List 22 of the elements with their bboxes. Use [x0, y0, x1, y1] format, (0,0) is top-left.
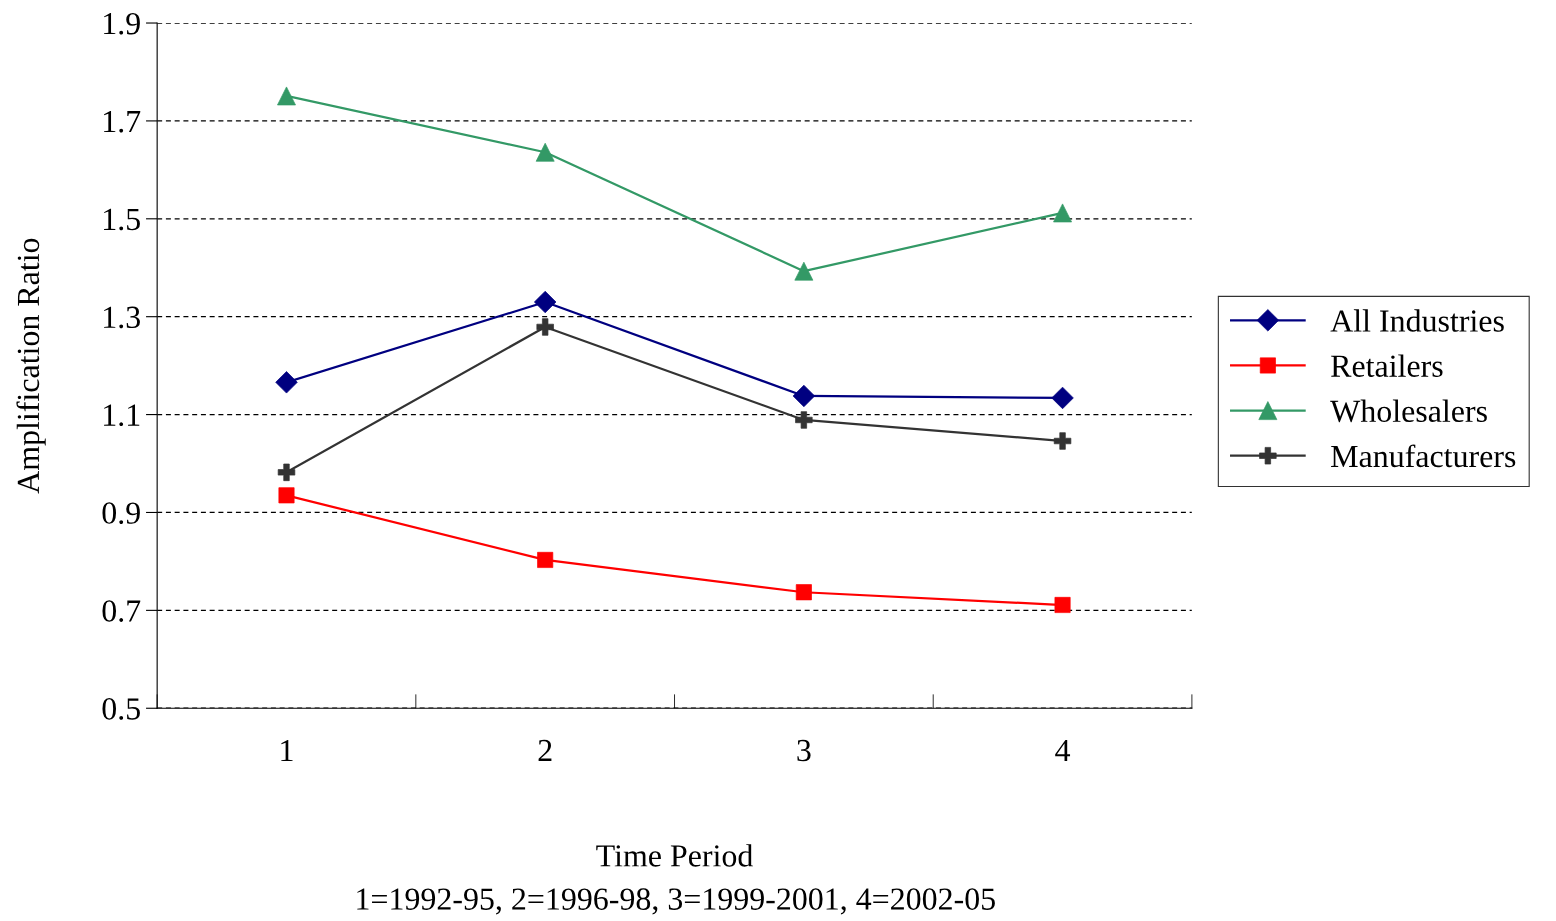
legend-label: All Industries — [1330, 309, 1504, 332]
x-tick-label: 2 — [538, 739, 552, 761]
legend-label: Retailers — [1331, 354, 1443, 377]
point — [275, 371, 298, 394]
x-axis-title: Time Period — [596, 844, 753, 867]
point — [537, 551, 554, 568]
y-tick-label: 1.1 — [104, 404, 140, 427]
y-tick-label: 1.9 — [104, 12, 140, 35]
legend-label: Manufacturers — [1331, 444, 1516, 468]
y-tick-label: 0.9 — [102, 502, 140, 525]
y-tick-label: 1.7 — [104, 110, 141, 133]
y-tick-label: 1.3 — [104, 306, 140, 329]
point — [1051, 386, 1074, 410]
y-tick-label: 0.7 — [102, 600, 141, 622]
x-tick-label: 3 — [797, 739, 811, 762]
x-tick-label: 1 — [281, 739, 293, 761]
y-tick-label: 0.5 — [102, 698, 140, 720]
legend-label: Wholesalers — [1330, 399, 1487, 423]
y-tick-label: 1.5 — [104, 208, 140, 231]
text: 1=1992-95, 2=1996-98, 3=1999-2001, 4=2002-05 — [357, 888, 995, 915]
y-axis-title: Amplification Ratio — [16, 238, 46, 494]
x-tick-label: 4 — [1055, 739, 1071, 761]
